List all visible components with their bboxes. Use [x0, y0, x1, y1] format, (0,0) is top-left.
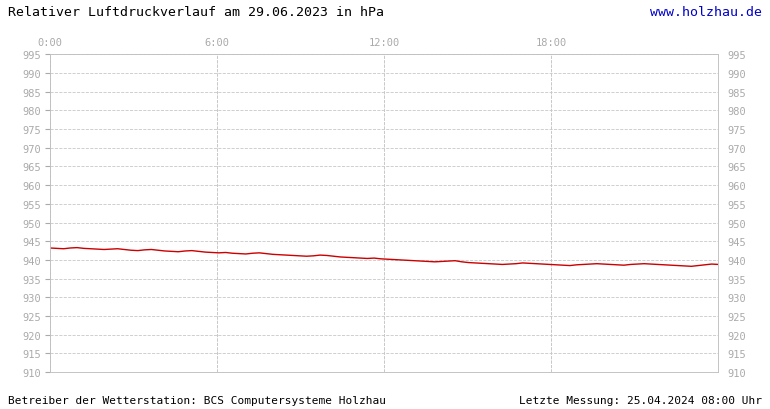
- Text: Relativer Luftdruckverlauf am 29.06.2023 in hPa: Relativer Luftdruckverlauf am 29.06.2023…: [8, 6, 383, 19]
- Text: www.holzhau.de: www.holzhau.de: [651, 6, 762, 19]
- Text: Letzte Messung: 25.04.2024 08:00 Uhr: Letzte Messung: 25.04.2024 08:00 Uhr: [519, 395, 762, 405]
- Text: Betreiber der Wetterstation: BCS Computersysteme Holzhau: Betreiber der Wetterstation: BCS Compute…: [8, 395, 386, 405]
